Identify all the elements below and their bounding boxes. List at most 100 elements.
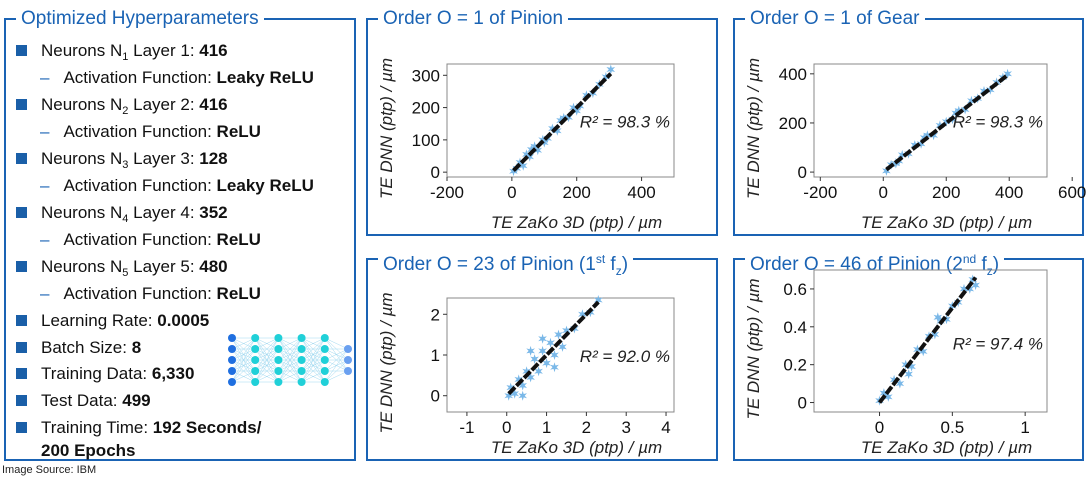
y-axis-label: TE DNN (ptp) / µm [744, 58, 763, 199]
network-node [251, 345, 260, 353]
network-node [228, 356, 236, 364]
data-point [556, 115, 565, 126]
network-edge [231, 337, 256, 372]
item-value: 128 [199, 149, 228, 168]
data-point [527, 144, 536, 155]
x-axis-label: TE ZaKo 3D (ptp) / µm [491, 213, 662, 232]
chart-pinion-order-23: Order O = 23 of Pinion (1st fz) -1 0 1 2 3 4 0 1… [366, 247, 718, 461]
hyperparameter-item: Neurons N4 Layer 4: 352 [16, 203, 228, 229]
bullet-icon [16, 315, 27, 326]
x-tick-label: 400 [995, 183, 1023, 202]
network-node [344, 356, 352, 364]
hyperparameter-item: Test Data: 499 [16, 391, 151, 411]
data-point [550, 362, 559, 373]
x-tick-label: 1 [542, 418, 551, 437]
chart-title-sup: st [595, 252, 606, 266]
network-node [297, 378, 306, 386]
item-value: 200 Epochs [41, 441, 136, 460]
network-edge [301, 337, 325, 361]
network-edge [231, 370, 256, 383]
network-edge [278, 348, 302, 383]
network-edge [278, 337, 302, 350]
data-point [986, 84, 995, 95]
chart-title-tail: ) [992, 254, 1000, 276]
hyperparameter-item: – Activation Function: ReLU [40, 122, 261, 142]
data-point [518, 380, 527, 391]
y-tick-label: 0 [798, 163, 807, 182]
dash-bullet-icon: – [40, 230, 50, 249]
network-node [251, 334, 260, 342]
r-squared-label: R² = 98.3 % [953, 112, 1043, 131]
dash-bullet-icon: – [40, 176, 50, 195]
y-tick-label: 0 [431, 163, 440, 182]
network-edge [255, 337, 279, 361]
data-point [882, 165, 891, 176]
x-tick-label: 0 [502, 418, 511, 437]
item-value: 6,330 [151, 364, 195, 383]
data-point [548, 123, 557, 134]
data-point [509, 166, 518, 177]
dash-bullet-icon: – [40, 68, 50, 87]
network-node [251, 378, 260, 386]
network-node [251, 367, 260, 375]
data-point [525, 151, 534, 162]
bullet-icon [16, 342, 27, 353]
data-point [522, 366, 531, 377]
item-label-tail: Layer 3: [128, 149, 200, 168]
y-tick-label: 200 [779, 114, 807, 133]
network-node [297, 334, 306, 342]
network-node [320, 367, 329, 375]
item-label: Test Data: [41, 391, 123, 410]
network-edge [301, 348, 326, 383]
x-tick-label: 4 [661, 418, 670, 437]
item-subscript: 5 [122, 267, 129, 280]
item-label: Training Data: [41, 364, 152, 383]
network-edge [324, 348, 349, 383]
item-label: Activation Function: [63, 284, 217, 303]
hyperparameters-panel: Optimized Hyperparameters Neurons N1 Lay… [4, 7, 356, 461]
network-node [320, 356, 329, 364]
bullet-icon [16, 368, 27, 379]
chart-title: Order O = 1 of Pinion [378, 7, 569, 31]
network-edge [301, 337, 326, 372]
network-node [320, 334, 329, 342]
network-edge [301, 337, 326, 383]
x-tick-label: -1 [459, 418, 474, 437]
hyperparameter-item: Training Time: 192 Seconds/ [16, 418, 261, 438]
data-point [564, 112, 573, 123]
x-tick-label: 0.5 [941, 418, 965, 437]
hyperparameter-item: – Activation Function: ReLU [40, 230, 261, 250]
data-point [530, 141, 539, 152]
item-label-tail: Layer 2: [128, 95, 200, 114]
chart-title-text: Order O = 1 of Gear [750, 8, 920, 29]
hyperparameter-item: Training Data: 6,330 [16, 364, 194, 384]
y-tick-label: 0 [431, 387, 440, 406]
data-point [606, 64, 616, 75]
fit-line [507, 300, 600, 396]
network-edge [324, 348, 349, 361]
data-point [923, 130, 932, 141]
x-tick-label: 200 [563, 183, 591, 202]
x-axis-label: TE ZaKo 3D (ptp) / µm [861, 213, 1032, 232]
scatter-plot: 0 0.5 1 0 0.2 0.4 0.6 R² = 97.4 % TE ZaKo 3D (pt… [744, 269, 1048, 457]
item-label: Neurons N [41, 203, 123, 222]
item-label: Activation Function: [63, 122, 217, 141]
data-point [916, 138, 926, 149]
item-value: 0.0005 [157, 311, 210, 330]
network-node [297, 367, 306, 375]
hyperparameter-item: Neurons N1 Layer 1: 416 [16, 41, 228, 67]
item-label: Neurons N [41, 257, 123, 276]
network-node [228, 378, 236, 386]
item-subscript: 2 [122, 105, 129, 118]
item-value: Leaky ReLU [216, 68, 314, 87]
data-point [569, 102, 578, 113]
data-point [883, 391, 893, 402]
data-point [538, 134, 547, 145]
item-label: Neurons N [41, 41, 123, 60]
network-edge [278, 337, 302, 361]
data-point [514, 374, 523, 385]
chart-title-mid: f [605, 254, 616, 276]
r-squared-label: R² = 92.0 % [580, 347, 670, 366]
